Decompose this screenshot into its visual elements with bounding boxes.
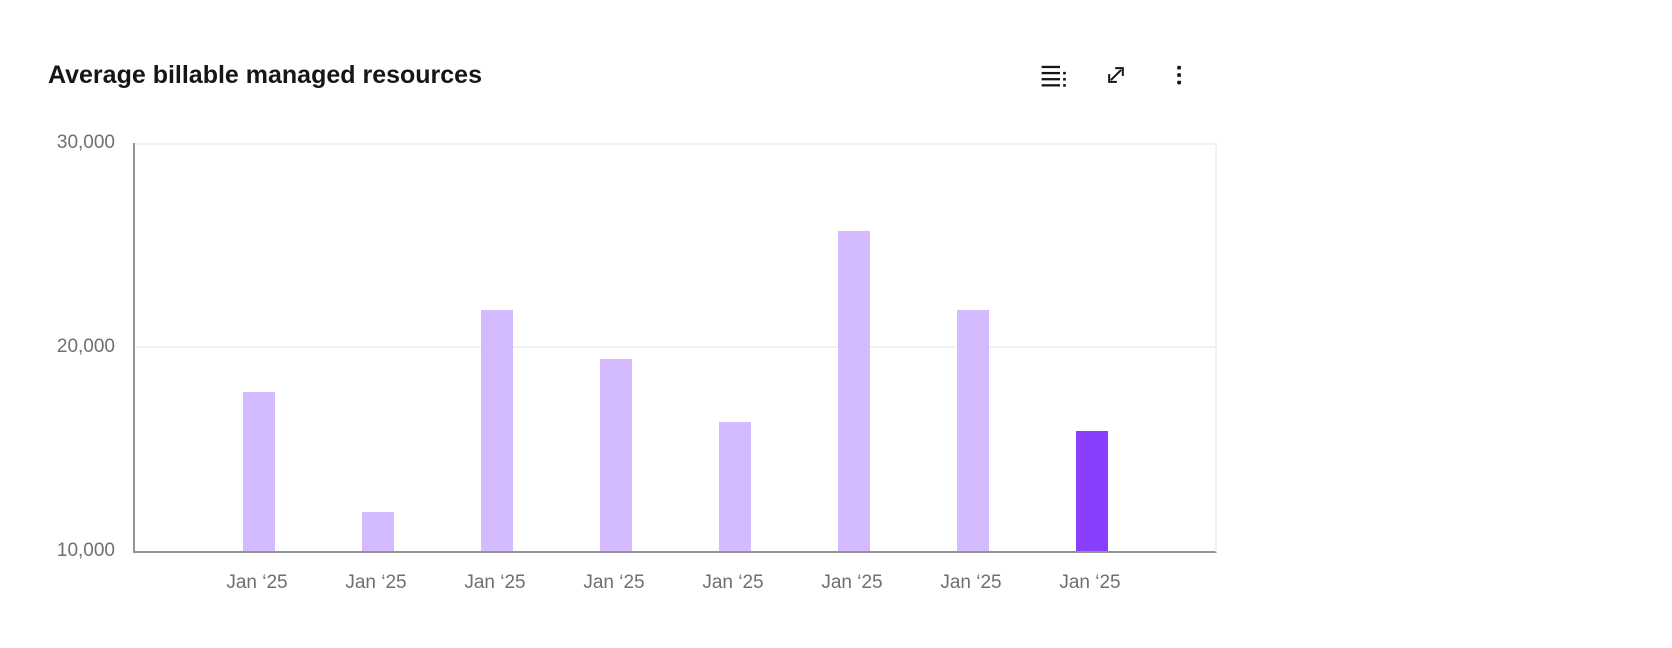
- x-tick-label: Jan ‘25: [940, 572, 1002, 593]
- x-tick-label: Jan ‘25: [702, 572, 764, 593]
- y-tick-label: 20,000: [56, 336, 115, 357]
- bar[interactable]: [481, 310, 513, 551]
- x-tick-label: Jan ‘25: [821, 572, 883, 593]
- chart-toolbar: [1029, 55, 1203, 95]
- x-tick-label: Jan ‘25: [226, 572, 288, 593]
- x-tick-label: Jan ‘25: [345, 572, 407, 593]
- x-tick-label: Jan ‘25: [464, 572, 526, 593]
- gridline: [135, 143, 1215, 145]
- y-tick-label: 10,000: [56, 540, 115, 561]
- plot-area: [133, 143, 1217, 553]
- overflow-menu-button[interactable]: [1155, 55, 1203, 95]
- bar[interactable]: [362, 512, 394, 551]
- bar[interactable]: [243, 391, 275, 551]
- y-tick-label: 30,000: [56, 132, 115, 153]
- bar[interactable]: [719, 422, 751, 551]
- maximize-icon: [1108, 67, 1124, 83]
- y-axis: 10,000 20,000 30,000: [25, 132, 115, 561]
- x-axis: Jan ‘25 Jan ‘25 Jan ‘25 Jan ‘25 Jan ‘25 Jan ‘…: [133, 570, 1213, 600]
- chart-title: Average billable managed resources: [48, 61, 482, 89]
- show-data-table-button[interactable]: [1029, 55, 1077, 95]
- maximize-button[interactable]: [1092, 55, 1140, 95]
- x-tick-label: Jan ‘25: [583, 572, 645, 593]
- bar[interactable]: [600, 359, 632, 551]
- bar[interactable]: [838, 230, 870, 551]
- data-table-icon: [1041, 65, 1066, 87]
- bar[interactable]: [957, 310, 989, 551]
- overflow-menu-icon: [1177, 65, 1181, 85]
- gridline: [135, 346, 1215, 348]
- bar-highlighted[interactable]: [1076, 430, 1108, 551]
- x-tick-label: Jan ‘25: [1059, 572, 1121, 593]
